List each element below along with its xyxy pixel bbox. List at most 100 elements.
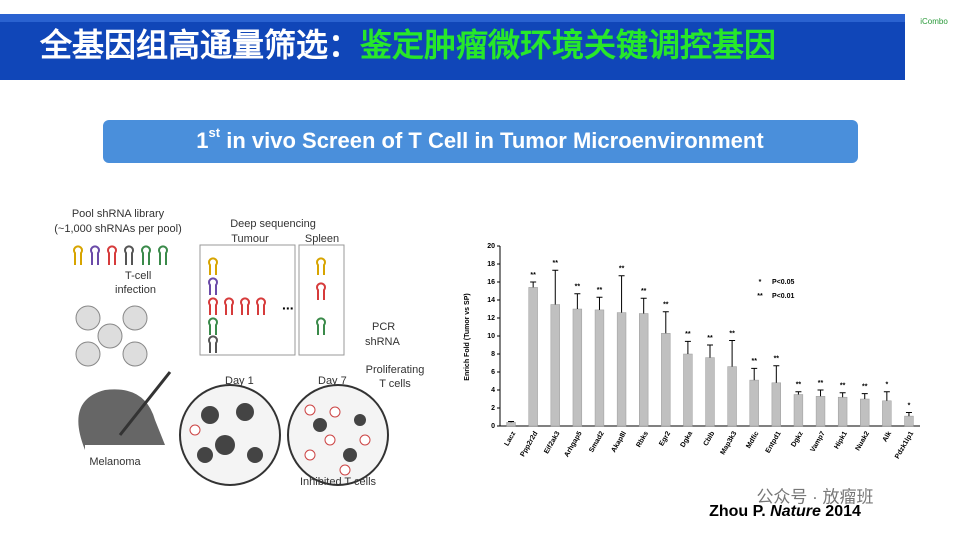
error-bar [751, 367, 758, 381]
bar [572, 308, 583, 427]
error-bar [861, 393, 868, 399]
error-bar [662, 311, 669, 334]
header-title: 全基因组高通量筛选：鉴定肿瘤微环境关键调控基因 [39, 27, 776, 63]
significance: ** [619, 266, 625, 273]
x-tick-label: Dgka [680, 430, 695, 448]
y-tick-label: 6 [491, 369, 495, 376]
bar [639, 313, 649, 427]
diagram-text: Day 7 [318, 375, 347, 387]
error-bar [596, 296, 603, 310]
diagram-text: Proliferating [366, 364, 425, 376]
diagram-text: infection [115, 284, 156, 296]
header-bar [0, 14, 905, 80]
diagram-text: Pool shRNA library [72, 208, 165, 220]
x-tick-label: Egr2 [658, 430, 672, 447]
diagram-text: PCR [372, 321, 395, 333]
significance: ** [707, 335, 713, 342]
x-tick-label: Rbks [635, 430, 650, 448]
citation-author: Zhou P. [709, 503, 770, 520]
significance: ** [685, 331, 691, 338]
t-cells [189, 404, 371, 476]
significance: ** [597, 287, 603, 294]
logo-box [908, 14, 958, 40]
bar [815, 396, 826, 427]
diagram-text: shRNA [365, 336, 401, 348]
mouse [78, 389, 165, 450]
significance: ** [818, 380, 824, 387]
significance: * [885, 382, 888, 389]
diagram-text: T-cell [125, 270, 151, 282]
error-bar [707, 344, 713, 358]
diagram-text: Spleen [305, 233, 339, 245]
subtitle-ordinal: 1 [196, 128, 208, 153]
x-tick-label: Pdzk1lp1 [894, 430, 915, 460]
header-title-green: 鉴定肿瘤微环境关键调控基因 [359, 27, 776, 63]
y-tick-label: 8 [491, 351, 495, 358]
y-tick-label: 0 [491, 423, 495, 430]
chart: Enrich Fold (Tumor vs SP) [464, 293, 471, 380]
header-shine [0, 14, 905, 22]
error-bar [839, 392, 846, 398]
bar [661, 333, 671, 427]
x-tick-label: Dgkz [790, 430, 805, 448]
subtitle: 1st in vivo Screen of T Cell in Tumor Mi… [196, 125, 764, 152]
error-bar [817, 389, 824, 397]
significance: ** [575, 284, 581, 291]
tumour-box [199, 244, 296, 356]
legend-label: P<0.01 [772, 293, 794, 300]
x-tick-label: Akap8l [610, 430, 628, 453]
watermark: 公众号 · 放瘤班 [756, 487, 873, 506]
error-bar [684, 340, 691, 354]
x-tick-label: Smad2 [588, 430, 606, 453]
tumor-day7 [287, 384, 389, 486]
diagram-text: Day 1 [225, 375, 254, 387]
legend-symbol: ** [757, 293, 763, 300]
x-tick-label: Map3k3 [720, 430, 739, 456]
syringe [118, 371, 172, 436]
bar [705, 357, 715, 427]
citation: Zhou P. Nature 2014 [709, 503, 861, 520]
bar [506, 422, 516, 427]
diagram-text: (~1,000 shRNAs per pool) [54, 223, 181, 235]
x-tick-label: Mdfic [745, 430, 760, 449]
diagram: Pool shRNA library (~1,000 shRNAs per po… [54, 208, 424, 488]
cells [75, 305, 148, 367]
significance: * [908, 402, 911, 409]
diagram-text: ... [282, 297, 294, 313]
y-tick-label: 10 [487, 333, 495, 340]
significance: ** [751, 358, 757, 365]
citation-year: 2014 [821, 503, 861, 520]
x-tick-label: Vamp7 [810, 430, 827, 453]
diagram-text: Tumour [231, 233, 269, 245]
bar [904, 415, 914, 427]
x-tick-label: Arhgap5 [563, 430, 583, 458]
diagram-text: Inhibited T cells [300, 476, 377, 488]
significance: ** [796, 382, 802, 389]
error-bar [905, 412, 912, 417]
x-tick-label: Lacz [504, 430, 518, 447]
bar [793, 394, 804, 427]
error-bar [552, 269, 559, 305]
bar [550, 304, 560, 427]
bar [771, 382, 781, 427]
diagram-text: T cells [379, 378, 411, 390]
hairpins [73, 245, 168, 265]
header-title-white: 全基因组高通量筛选： [39, 27, 360, 63]
error-bar [618, 275, 625, 313]
x-tick-label: Ppp2r2d [519, 430, 539, 458]
x-tick-label: Hipk1 [833, 430, 849, 450]
error-bar [773, 365, 780, 383]
y-tick-label: 4 [491, 387, 495, 394]
bar [860, 398, 870, 427]
hairpins-seq [208, 257, 326, 353]
citation-journal: Nature [770, 503, 821, 520]
x-tick-label: Eif2ak3 [543, 430, 561, 455]
bar [727, 366, 737, 427]
y-tick-label: 18 [487, 261, 495, 268]
error-bar [729, 340, 736, 367]
x-tick-label: Nuak2 [854, 430, 871, 452]
error-bar [508, 421, 515, 423]
significance: ** [840, 383, 846, 390]
